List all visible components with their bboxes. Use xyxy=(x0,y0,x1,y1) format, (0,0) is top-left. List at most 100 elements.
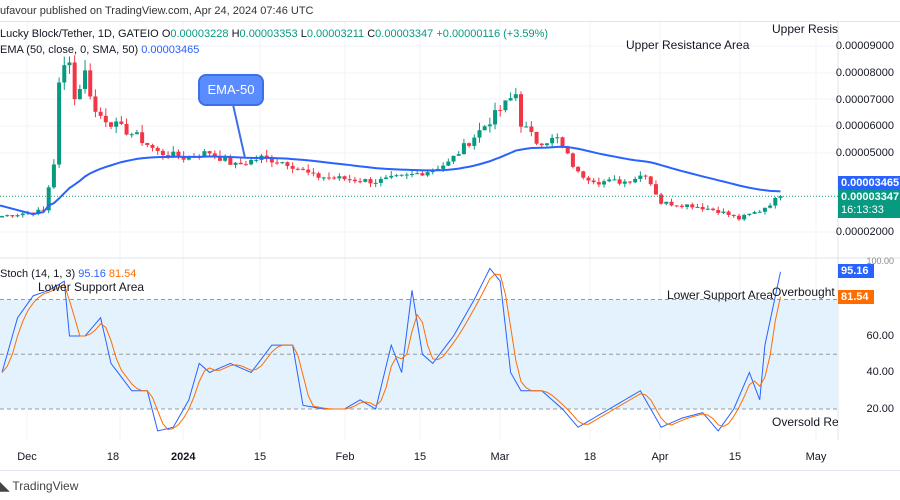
candle xyxy=(570,153,575,167)
time-tick: Dec xyxy=(17,451,37,463)
candle xyxy=(555,137,560,139)
candle xyxy=(280,162,285,164)
candle xyxy=(685,204,690,207)
oversold-label: Oversold Reg xyxy=(772,415,838,429)
candle xyxy=(705,208,710,210)
low-value: 0.00003211 xyxy=(306,28,365,40)
candle xyxy=(420,173,425,176)
candle xyxy=(581,171,586,178)
stoch-d-tag: 81.54 xyxy=(838,290,874,304)
ema-50-line xyxy=(0,145,781,216)
candle xyxy=(358,181,363,183)
candle xyxy=(332,177,337,179)
candle xyxy=(778,196,783,198)
candle xyxy=(0,216,4,218)
stoch-tick: 40.00 xyxy=(866,366,894,378)
stoch-d-value: 81.54 xyxy=(108,268,137,280)
candle xyxy=(633,178,638,183)
price-tick: 0.00009000 xyxy=(835,40,894,52)
candle xyxy=(368,179,373,184)
candle xyxy=(46,187,51,211)
candle xyxy=(467,143,472,146)
candle xyxy=(716,210,721,213)
symbol-legend: Lucky Block/Tether, 1D, GATEIO O 0.000032… xyxy=(0,28,548,40)
candle xyxy=(695,206,700,208)
candle xyxy=(181,156,186,160)
ema-legend: EMA (50, close, 0, SMA, 50) 0.00003465 xyxy=(0,44,199,56)
candle xyxy=(679,205,684,207)
candle xyxy=(5,215,10,217)
candle xyxy=(223,157,228,161)
ema-callout-pointer xyxy=(231,99,246,159)
candle xyxy=(487,124,492,127)
candle xyxy=(456,154,461,156)
candle xyxy=(627,181,632,183)
candle xyxy=(72,62,77,100)
candle xyxy=(389,175,394,178)
high-value: 0.00003353 xyxy=(239,28,298,40)
close-label: C xyxy=(367,28,376,40)
candle xyxy=(20,213,25,216)
candle xyxy=(498,110,503,112)
candle xyxy=(664,201,669,204)
candle xyxy=(762,207,767,212)
candle xyxy=(295,168,300,170)
candle xyxy=(508,98,513,101)
candle xyxy=(155,147,160,151)
symbol-name: Lucky Block/Tether, 1D, GATEIO xyxy=(0,28,159,40)
candle xyxy=(643,175,648,177)
candle xyxy=(659,194,664,204)
candle xyxy=(441,165,446,169)
upper-resist-label: Upper Resist xyxy=(772,22,838,36)
candle xyxy=(539,143,544,146)
candle xyxy=(648,176,653,185)
ema-price-tag: 0.00003465 xyxy=(838,176,900,190)
time-tick: Feb xyxy=(335,451,355,463)
price-tick: 0.00008000 xyxy=(835,67,894,79)
candle xyxy=(524,126,529,128)
candle xyxy=(119,121,124,124)
candle xyxy=(249,160,254,165)
candle xyxy=(10,215,15,217)
candle xyxy=(711,208,716,211)
published-header: ufavour published on TradingView.com, Ap… xyxy=(0,5,314,17)
candle xyxy=(576,166,581,172)
lower-support-left-label: Lower Support Area xyxy=(38,280,145,294)
candle xyxy=(108,122,113,127)
candle xyxy=(134,132,139,135)
candle xyxy=(36,209,41,214)
time-tick: 15 xyxy=(253,451,267,463)
open-label: O xyxy=(161,28,171,40)
candle xyxy=(503,100,508,111)
candle xyxy=(736,215,741,220)
candle xyxy=(690,204,695,208)
candle xyxy=(612,179,617,181)
price-tick: 0.00006000 xyxy=(835,120,894,132)
candle xyxy=(316,173,321,178)
ema-label: EMA (50, close, 0, SMA, 50) xyxy=(0,44,139,56)
candle xyxy=(311,172,316,174)
candle xyxy=(275,162,280,164)
candle xyxy=(472,137,477,146)
candle xyxy=(544,143,549,146)
candle xyxy=(290,165,295,169)
candle xyxy=(176,151,181,157)
stoch-k-value: 95.16 xyxy=(78,268,106,280)
low-label: L xyxy=(300,28,307,40)
candle xyxy=(145,143,150,145)
candle xyxy=(622,181,627,184)
tradingview-icon: ◣ xyxy=(0,479,10,493)
time-tick: Apr xyxy=(651,451,669,463)
overbought-label: Overbought xyxy=(772,285,835,299)
candle xyxy=(768,205,773,208)
candle xyxy=(301,168,306,170)
candle xyxy=(321,177,326,179)
candle xyxy=(342,176,347,180)
candle xyxy=(384,177,389,179)
divider xyxy=(0,470,900,471)
candle xyxy=(586,177,591,181)
time-tick: 15 xyxy=(413,451,427,463)
candle xyxy=(171,151,176,157)
candle xyxy=(103,115,108,123)
